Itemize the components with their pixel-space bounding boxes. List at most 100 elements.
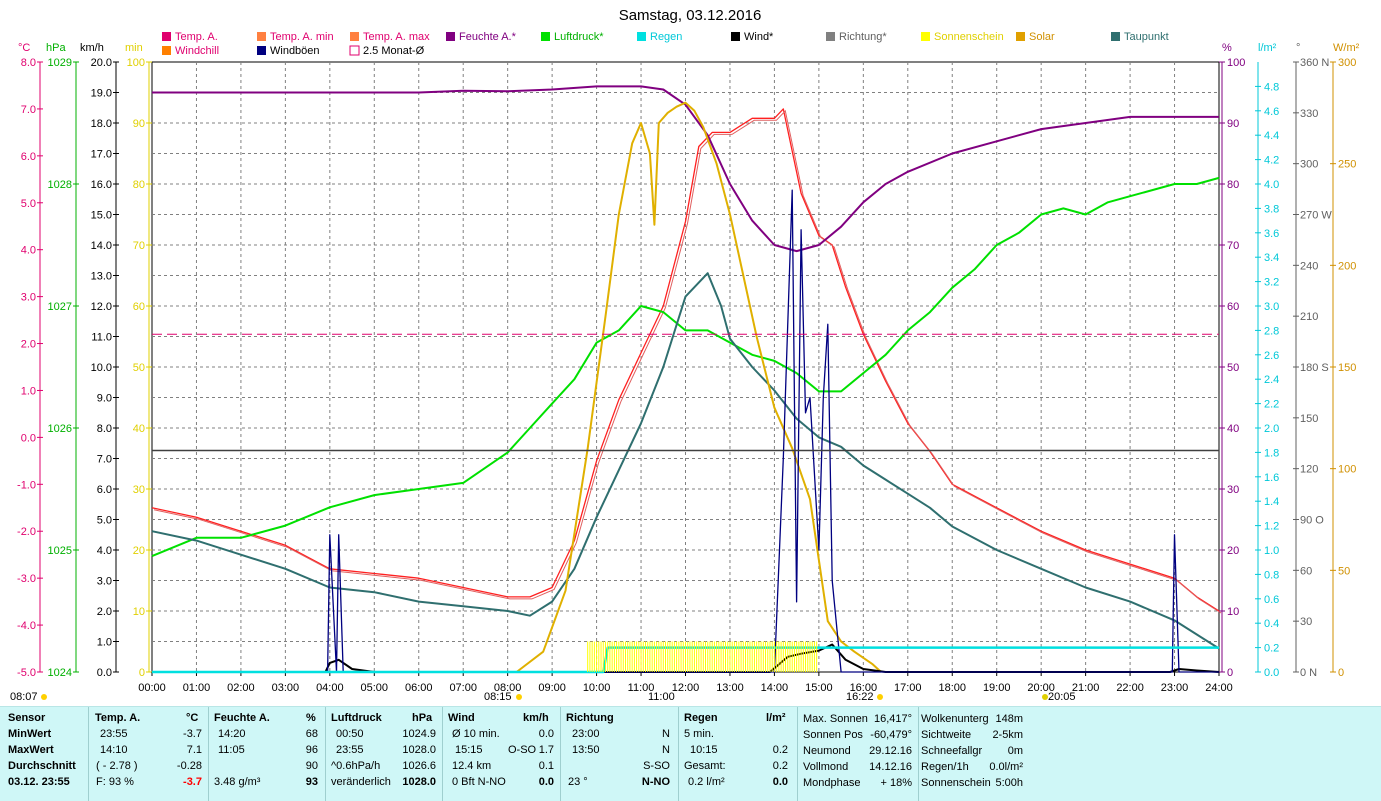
tick-label: 60	[133, 301, 145, 313]
unit-label: hPa	[46, 42, 66, 54]
header-wind: Wind	[448, 712, 475, 724]
tick-label: 0.6	[1264, 594, 1279, 606]
noon-label: 11:00	[648, 691, 675, 703]
row-max-label: MaxWert	[8, 744, 54, 756]
tick-label: 3.0	[21, 292, 36, 304]
legend-label: Feuchte A.*	[459, 31, 517, 43]
press-max-value: 1028.0	[402, 744, 436, 756]
tick-label: 1.4	[1264, 496, 1279, 508]
legend-label: Taupunkt	[1124, 31, 1169, 43]
tick-label: 150	[1300, 413, 1318, 425]
tick-label: 30	[133, 484, 145, 496]
tick-label: 100	[1227, 57, 1245, 69]
sun-icon	[41, 694, 47, 700]
legend-label: Temp. A.	[175, 31, 218, 43]
legend-swatch	[446, 32, 455, 41]
hum-max-time: 11:05	[218, 744, 245, 756]
x-tick-label: 11:00	[628, 682, 655, 694]
unit-label: min	[125, 42, 143, 54]
series	[151, 85, 1222, 674]
tick-label: 0.0	[97, 667, 112, 679]
temp-avg-value: -0.28	[176, 760, 202, 772]
misc-v4: 0.0l/m²	[989, 761, 1023, 773]
tick-label: 17.0	[91, 149, 112, 161]
tick-label: 2.6	[1264, 350, 1279, 362]
tick-label: 60	[1300, 565, 1312, 577]
tick-label: 4.2	[1264, 155, 1279, 167]
tick-label: 30	[1300, 616, 1312, 628]
x-tick-label: 17:00	[894, 682, 922, 694]
misc-v1: 148m	[995, 713, 1023, 725]
tick-label: 100	[127, 57, 145, 69]
unit-label: km/h	[80, 42, 104, 54]
tick-label: 80	[133, 179, 145, 191]
x-tick-label: 09:00	[538, 682, 566, 694]
tick-label: 0 N	[1300, 667, 1317, 679]
tick-label: 120	[1300, 464, 1318, 476]
tick-label: 1026	[48, 423, 72, 435]
tick-label: 2.0	[1264, 423, 1279, 435]
x-tick-label: 19:00	[983, 682, 1011, 694]
wind-r1-label: Ø 10 min.	[452, 728, 500, 740]
header-temp: Temp. A.	[95, 712, 141, 724]
dir-r4-value: N-NO	[641, 776, 670, 788]
legend-swatch	[921, 32, 930, 41]
wind-r1-value: 0.0	[538, 728, 554, 740]
tick-label: 1025	[48, 545, 72, 557]
press-avg-extra: ^0.6hPa/h	[331, 760, 381, 772]
misc-v3: 0m	[1007, 745, 1023, 757]
tick-label: 3.8	[1264, 203, 1279, 215]
sunrise-label: 08:07	[10, 691, 38, 703]
sunset-label: 16:22	[846, 691, 874, 703]
legend: Temp. A. Temp. A. min Temp. A. max Feuchte …	[162, 31, 1169, 57]
sun-icon	[516, 694, 522, 700]
header-humidity: Feuchte A.	[214, 712, 270, 724]
series-line-temp-max	[153, 109, 1222, 614]
tick-label: -1.0	[17, 479, 36, 491]
tick-label: 18.0	[91, 118, 112, 130]
chart-title: Samstag, 03.12.2016	[619, 7, 762, 24]
tick-label: 70	[133, 240, 145, 252]
tick-label: 4.0	[1264, 179, 1279, 191]
axis-unit-labels: °C hPa km/h min% l/m² ° W/m²	[18, 42, 1360, 54]
tick-label: 40	[133, 423, 145, 435]
press-max-time: 23:55	[336, 744, 364, 756]
legend-swatch	[826, 32, 835, 41]
wind-r3-label: 12.4 km	[452, 760, 492, 772]
wind-r2-direction: O-SO	[508, 744, 537, 756]
sun-icon	[877, 694, 883, 700]
legend-label: Regen	[650, 31, 682, 43]
tick-label: 1.6	[1264, 472, 1279, 484]
rain-r3-label: Gesamt:	[684, 760, 726, 772]
tick-label: 0.0	[1264, 667, 1279, 679]
tick-label: 3.0	[97, 576, 112, 588]
misc-l1: Wolkenunterg	[921, 713, 989, 725]
hum-avg-value: 90	[305, 760, 318, 772]
tick-label: -2.0	[17, 526, 36, 538]
legend-label: Windchill	[175, 45, 219, 57]
press-avg-value: 1026.6	[402, 760, 436, 772]
legend-swatch	[1111, 32, 1120, 41]
tick-label: 11.0	[91, 332, 112, 344]
hum-min-time: 14:20	[218, 728, 246, 740]
x-tick-label: 02:00	[227, 682, 255, 694]
series-line-luftdruck-	[151, 176, 1220, 558]
row-min-label: MinWert	[8, 728, 52, 740]
bottom-markers: 08:07 08:15 11:00 16:22 20:05	[10, 691, 1076, 703]
tick-label: 330	[1300, 108, 1318, 120]
tick-label: 200	[1338, 260, 1356, 272]
row-now-label: 03.12. 23:55	[8, 776, 70, 788]
rain-r1-label: 5 min.	[684, 728, 714, 740]
tick-label: 6.0	[21, 151, 36, 163]
sun-v1: 16,417°	[873, 713, 912, 725]
tick-label: 3.4	[1264, 252, 1279, 264]
x-tick-label: 24:00	[1205, 682, 1233, 694]
tick-label: 20.0	[91, 57, 112, 69]
wind-r3-value: 0.1	[538, 760, 554, 772]
x-tick-label: 23:00	[1161, 682, 1189, 694]
tick-label: 15.0	[91, 210, 112, 222]
legend-label: Solar	[1029, 31, 1055, 43]
wind-r4-value: 0.0	[538, 776, 554, 788]
tick-label: -4.0	[17, 620, 36, 632]
tick-label: 100	[1338, 464, 1356, 476]
